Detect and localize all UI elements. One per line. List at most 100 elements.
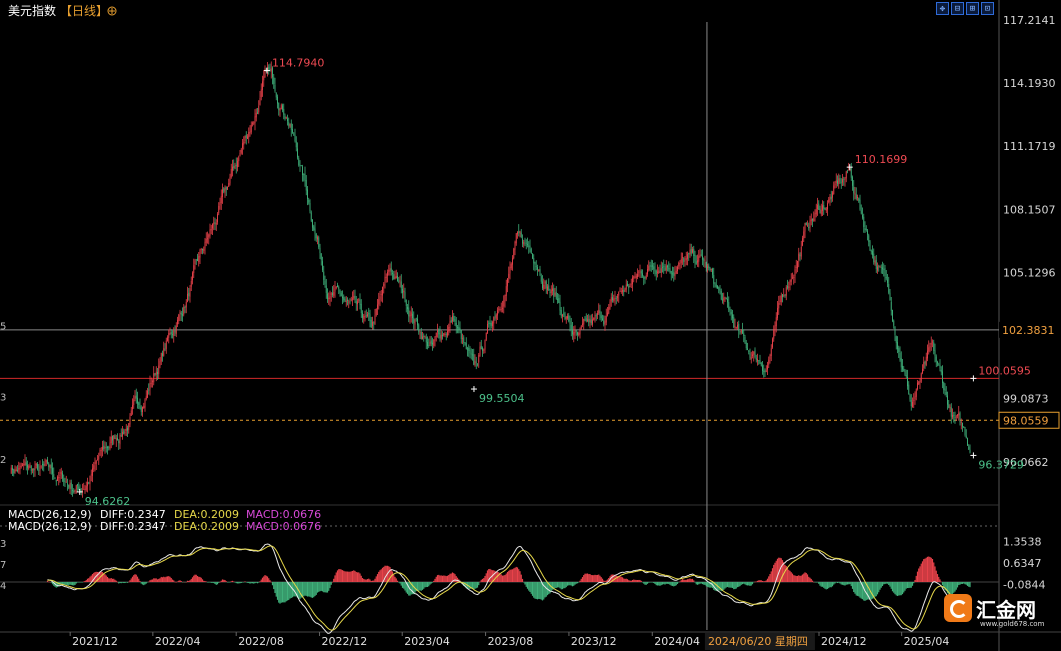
macd-legend-dea: DEA:0.2009 [174,520,239,533]
macd-histogram-bar [501,575,504,582]
macd-histogram-bar [489,568,491,582]
candle-body [787,286,788,288]
candle-body [589,318,591,323]
candle-body [469,350,471,354]
macd-histogram-bar [879,582,881,590]
macd-histogram-bar [276,582,279,600]
candle-body [634,277,636,279]
macd-histogram-bar [734,582,736,590]
candle-body [478,355,480,363]
macd-histogram-bar [715,582,717,592]
macd-histogram-bar [810,578,812,582]
candle-body [292,129,293,133]
candle-body [143,406,145,409]
candle-body [703,259,705,261]
macd-left-edge-tick: 7 [0,560,6,571]
candle-body [687,254,688,259]
macd-histogram-bar [728,582,730,588]
macd-histogram-bar [343,570,345,582]
macd-histogram-bar [588,574,590,582]
macd-histogram-bar [605,580,607,582]
candle-body [695,261,697,265]
zoom-out-icon[interactable]: ⊟ [951,2,964,15]
candle-body [147,390,148,398]
panel-toggle-icon[interactable]: ⊡ [981,2,994,15]
macd-tick: -0.0844 [1003,579,1045,592]
macd-legend-label: MACD(26,12,9) [8,508,92,521]
candle-body [833,185,835,194]
macd-histogram-bar [256,582,259,584]
macd-histogram-bar [685,579,687,582]
candle-body [913,400,915,401]
candle-body [949,406,951,409]
macd-histogram-bar [538,582,540,599]
candle-body [759,360,761,364]
candle-body [842,179,843,183]
candle-body [347,299,348,301]
candle-body [89,475,91,484]
macd-histogram-bar [681,579,684,582]
macd-histogram-bar [706,582,709,587]
candle-body [509,266,511,274]
candle-body [675,270,677,274]
macd-histogram-bar [138,578,140,582]
candle-body [57,476,58,481]
macd-histogram-bar [300,582,302,598]
candle-body [734,325,736,328]
macd-histogram-bar [375,576,377,582]
macd-histogram-bar [363,578,365,582]
candle-body [179,311,181,314]
candle-body [150,382,152,384]
macd-histogram-bar [249,582,251,584]
macd-histogram-bar [891,582,894,592]
candle-body [49,464,51,469]
macd-histogram-bar [161,577,164,582]
candle-body [493,317,495,324]
candle-body [818,203,820,210]
macd-histogram-bar [830,582,832,588]
macd-histogram-bar [768,576,770,582]
circle-plus-icon[interactable] [107,6,117,16]
time-tick-label: 2023/12 [571,635,617,648]
candle-body [742,329,743,334]
candle-body [168,333,170,338]
candle-body [208,234,210,238]
candle-body [258,105,260,113]
candle-body [932,341,933,343]
candle-body [528,245,530,247]
macd-histogram-bar [325,582,327,593]
macd-histogram-bar [103,573,105,582]
macd-histogram-bar [656,582,659,586]
macd-histogram-bar [421,582,424,590]
candle-body [708,265,710,268]
macd-histogram-bar [313,582,315,598]
candle-body [555,292,557,299]
candle-body [62,473,63,479]
macd-histogram-bar [155,578,157,582]
candle-body [520,232,522,238]
macd-histogram-bar [285,582,287,602]
candle-body [855,194,857,199]
macd-histogram-bar [794,575,796,582]
macd-histogram-bar [450,573,452,582]
indicator-icon[interactable]: ⊞ [966,2,979,15]
candle-body [209,229,211,236]
candle-body [690,248,692,254]
macd-histogram-bar [223,579,225,582]
macd-histogram-bar [70,582,72,586]
candle-body [957,414,958,416]
macd-histogram-bar [238,582,240,584]
candle-body [744,337,746,344]
candle-body [372,321,373,327]
crosshair-icon[interactable]: ✥ [936,2,949,15]
candle-body [75,485,77,490]
price-tick: 117.2141 [1003,14,1056,27]
macd-histogram-bar [895,582,897,596]
candle-body [672,273,673,275]
candle-body [820,209,822,215]
macd-histogram-bar [903,582,905,593]
candle-body [29,464,31,467]
candle-body [200,249,202,250]
macd-histogram-bar [85,580,87,582]
